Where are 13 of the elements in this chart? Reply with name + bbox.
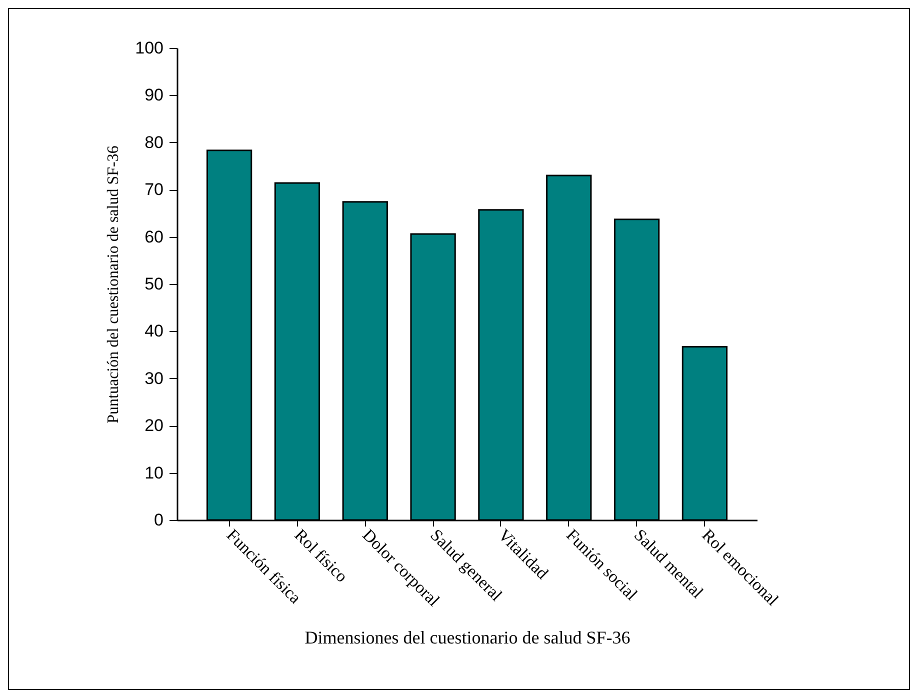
x-axis-title: Dimensiones del cuestionario de salud SF-36	[304, 627, 630, 648]
y-tick-label: 40	[144, 322, 164, 341]
y-tick-label: 100	[135, 38, 164, 58]
y-tick-label: 80	[144, 132, 164, 152]
y-tick-label: 0	[154, 510, 164, 530]
y-tick-label: 30	[144, 368, 164, 388]
y-tick-label: 50	[144, 274, 164, 294]
y-axis-title: Puntuación del cuestionario de salud SF-36	[105, 146, 122, 424]
y-tick-label: 70	[144, 180, 164, 200]
y-tick-label: 60	[144, 227, 164, 246]
y-tick-label: 90	[144, 86, 164, 105]
y-tick-label: 10	[144, 463, 164, 482]
y-tick-label: 20	[144, 416, 164, 436]
